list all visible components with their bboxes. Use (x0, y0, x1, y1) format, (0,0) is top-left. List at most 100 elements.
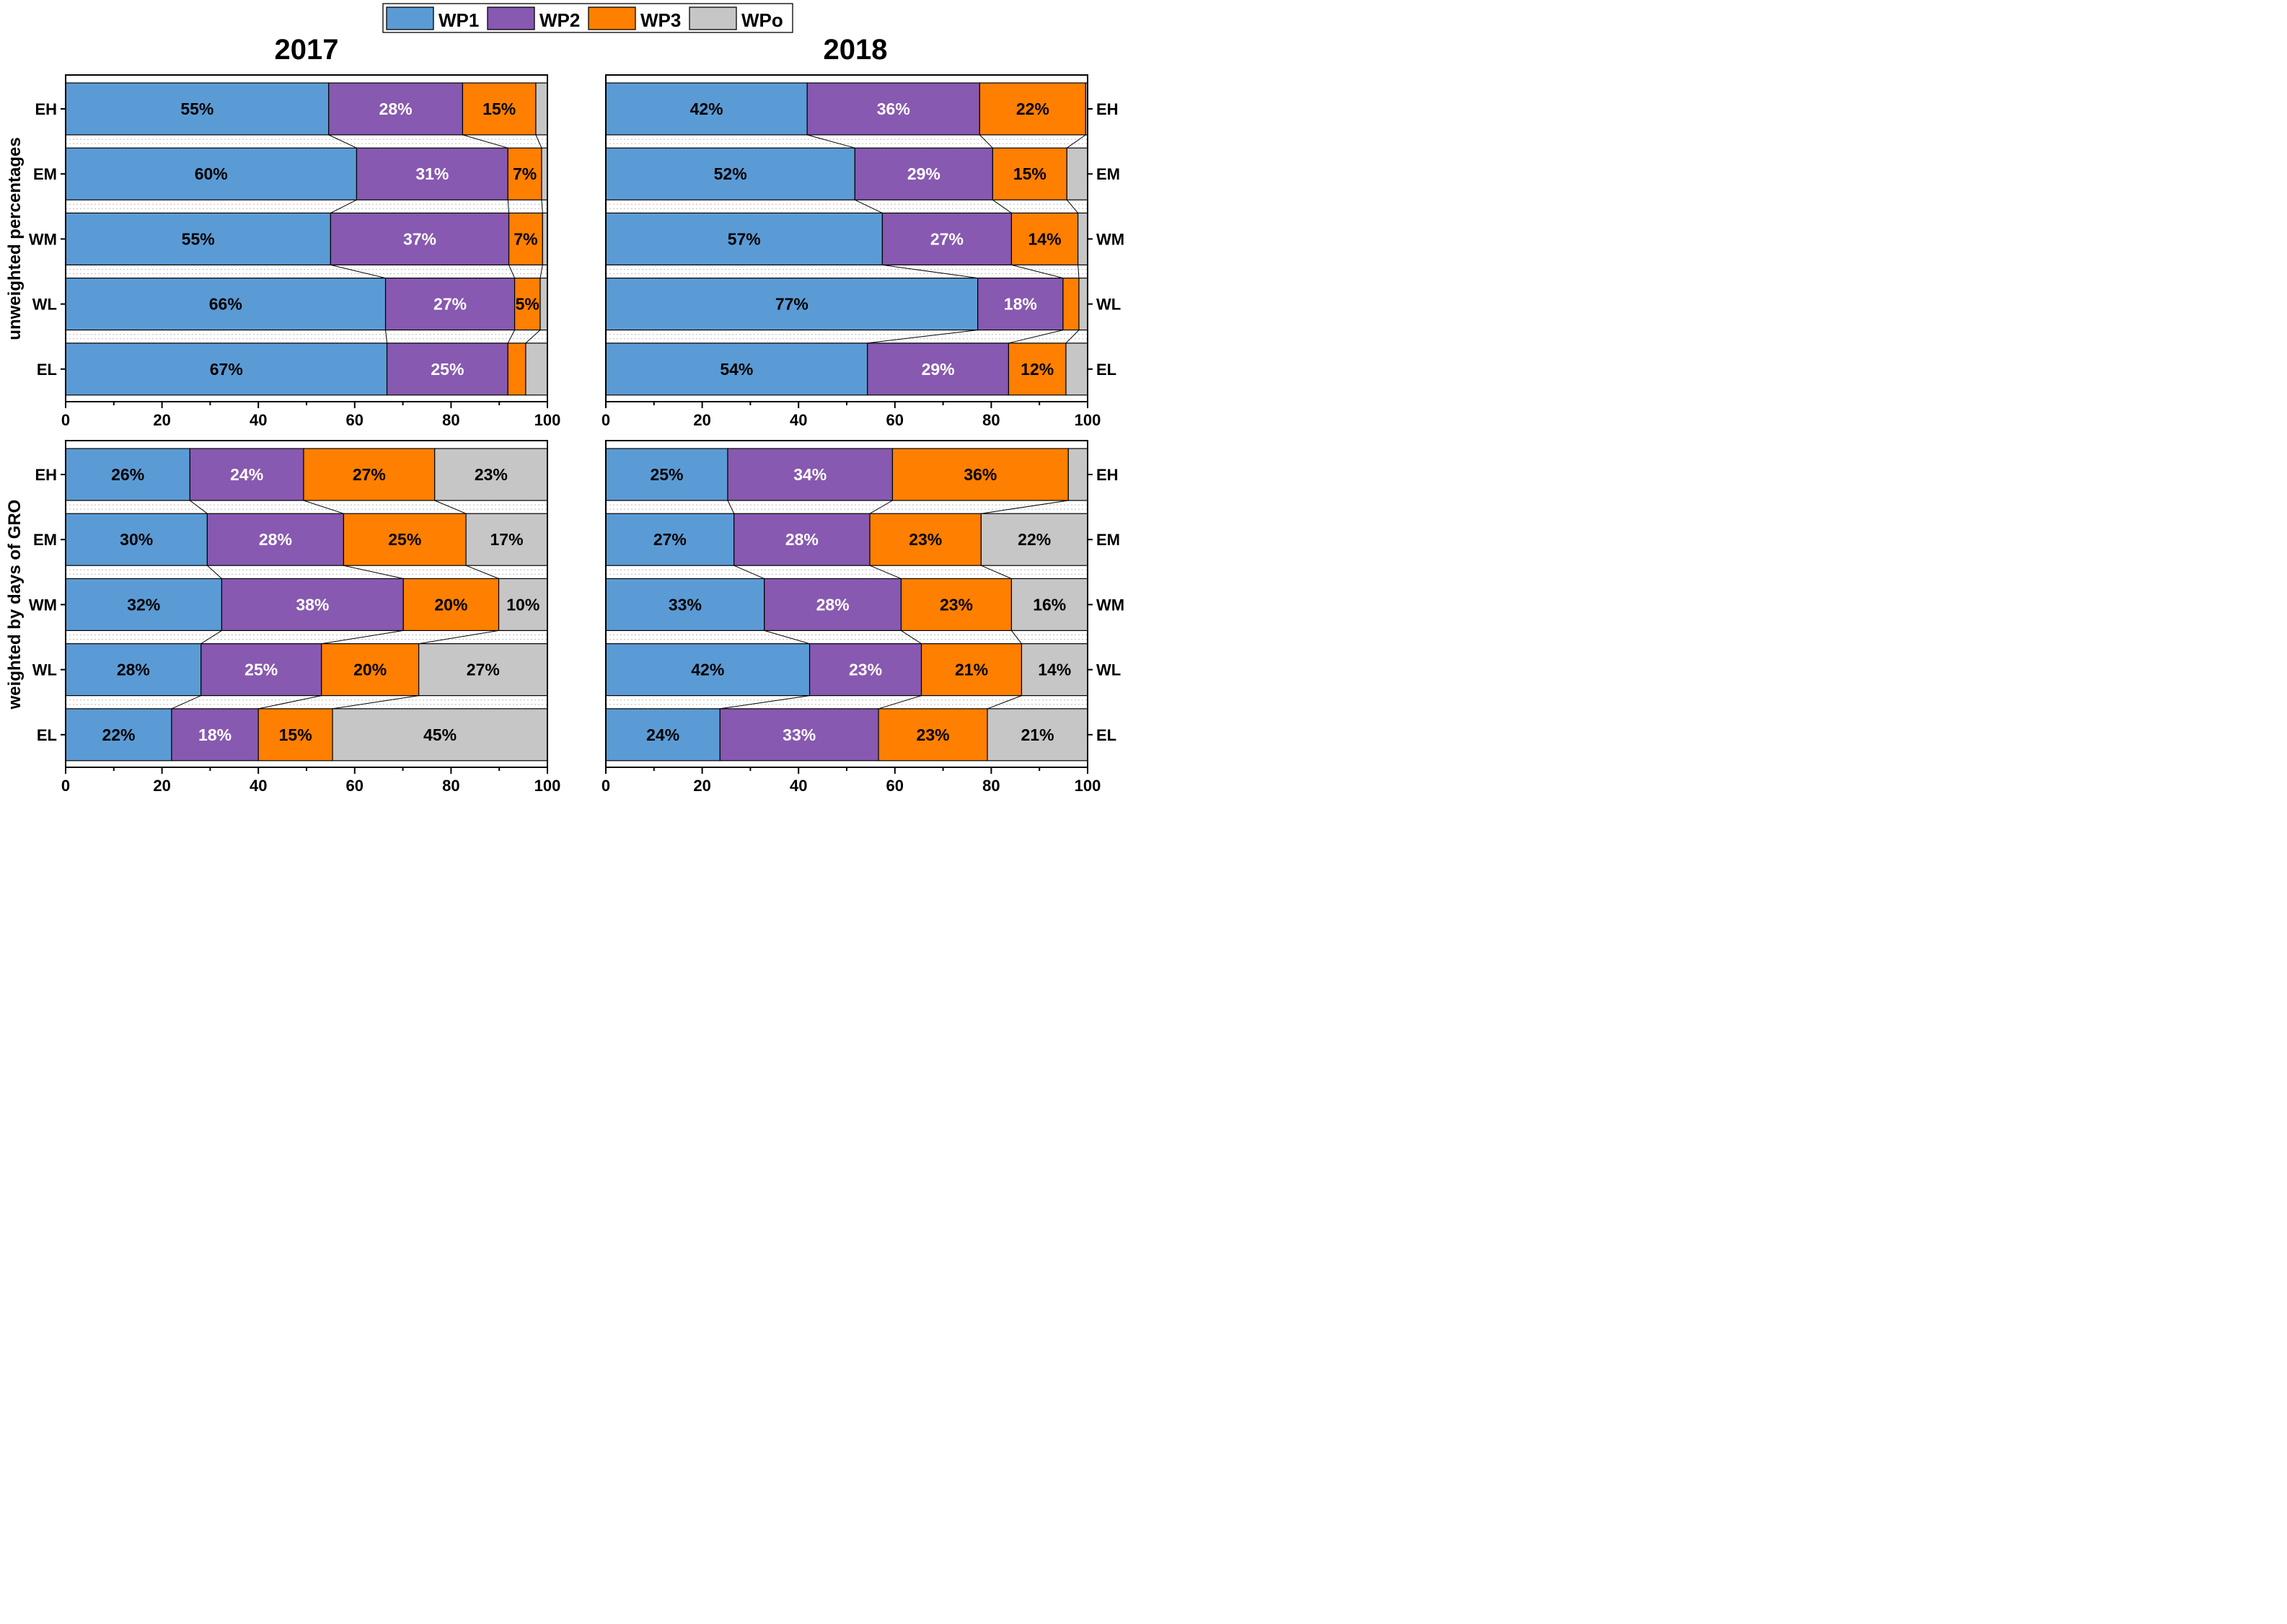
connector-line (434, 500, 467, 514)
bar-wpo-wm (498, 578, 548, 632)
data-label-wp3-em: 23% (909, 530, 942, 549)
data-label-wp1-em: 30% (120, 530, 153, 549)
bar-wp3-el (878, 708, 988, 762)
category-label-wm: WM (29, 596, 57, 614)
legend-label-wpo: WPo (741, 9, 783, 31)
bar-wpo-wl (1021, 643, 1088, 697)
connector-line (882, 264, 978, 279)
data-label-wp2-wm: 27% (930, 229, 964, 248)
connector-line (462, 134, 508, 149)
bar-wp2-em (733, 513, 871, 566)
data-label-wp1-eh: 42% (690, 100, 723, 118)
bar-wp1-wm (605, 578, 765, 632)
x-tick-label: 0 (61, 411, 70, 429)
connector-line (508, 265, 516, 278)
category-label-wl: WL (1096, 296, 1121, 314)
bar-wp1-wl (605, 643, 811, 697)
data-label-wp1-wm: 55% (182, 229, 215, 248)
connector-line (207, 565, 222, 579)
x-tick-label: 20 (693, 411, 710, 429)
x-tick-label: 20 (153, 777, 170, 795)
category-label-eh: EH (35, 100, 57, 118)
bar-wp3-wm (900, 578, 1013, 632)
data-label-wpo-em: 17% (490, 530, 524, 549)
data-label-wp3-wl: 5% (516, 295, 539, 314)
bar-wpo-wm (1078, 212, 1088, 265)
data-label-wp1-wm: 57% (728, 229, 761, 248)
x-tick-label: 60 (886, 411, 904, 429)
legend-label-wp1: WP1 (439, 9, 479, 31)
bar-wp1-el (605, 708, 721, 762)
data-label-wpo-eh: 23% (475, 465, 508, 484)
bar-wp2-el (386, 343, 508, 396)
connector-line (465, 565, 499, 579)
x-tick-label: 80 (982, 777, 1000, 795)
data-label-wp3-wm: 23% (940, 595, 973, 614)
data-label-wp3-wl: 21% (955, 661, 988, 679)
legend-label-wp3: WP3 (640, 9, 681, 31)
x-tick-label: 80 (442, 777, 459, 795)
category-label-eh: EH (1096, 466, 1119, 484)
connector-line (1066, 199, 1079, 213)
connector-line (867, 330, 978, 344)
data-label-wp3-em: 25% (388, 530, 421, 549)
bar-wp3-wm (508, 212, 543, 265)
data-label-wp1-wl: 42% (691, 661, 724, 679)
bar-wp2-wl (201, 643, 322, 697)
row-label-unweighted: unweighted percentages (5, 137, 25, 340)
data-label-wp2-wl: 25% (244, 661, 278, 679)
bar-wp1-eh (65, 82, 330, 136)
connector-line (992, 199, 1012, 213)
connector-line (981, 565, 1012, 579)
data-label-wp2-em: 31% (415, 164, 449, 183)
bar-wp3-eh (979, 82, 1086, 136)
bar-wp1-wl (605, 278, 979, 331)
data-label-wp1-wl: 28% (117, 661, 150, 679)
data-label-wp2-em: 29% (907, 164, 940, 183)
bar-wp1-wm (605, 212, 883, 265)
data-label-wp1-em: 27% (653, 530, 687, 549)
stacked-bar-figure: WP1 WP2 WP3 WPo 2017 2018 unweighted percen… (5, 3, 1124, 795)
connector-line (807, 134, 855, 149)
category-label-wm: WM (1096, 596, 1124, 614)
connector-line (733, 565, 764, 579)
data-label-wp1-el: 22% (102, 725, 135, 744)
data-label-wp2-el: 25% (431, 360, 464, 379)
data-label-wp1-wm: 33% (669, 595, 702, 614)
bar-wp2-wl (977, 278, 1064, 331)
connector-line (979, 134, 993, 149)
x-tick-label: 100 (534, 411, 561, 429)
bar-wp2-em (854, 147, 994, 200)
legend-label-wp2: WP2 (539, 9, 580, 31)
data-label-wp1-em: 52% (714, 164, 747, 183)
bar-wp3-wm (1010, 212, 1079, 265)
data-label-wp2-eh: 24% (230, 465, 263, 484)
data-label-wp3-eh: 22% (1016, 100, 1049, 118)
connector-line (1008, 330, 1064, 344)
category-label-eh: EH (35, 466, 57, 484)
data-label-wpo-wm: 10% (506, 595, 539, 614)
connector-line (981, 500, 1069, 514)
bar-wp3-wl (1062, 278, 1080, 331)
connector-line (418, 630, 499, 645)
bar-wp2-el (867, 343, 1010, 396)
bar-wpo-el (987, 708, 1088, 762)
connector-line (171, 695, 201, 710)
bar-wp3-wl (920, 643, 1023, 697)
x-tick-label: 40 (250, 411, 267, 429)
bar-wp1-em (65, 513, 208, 566)
data-label-wp3-el: 15% (279, 725, 312, 744)
data-label-wp1-wl: 66% (209, 295, 242, 314)
x-tick-label: 20 (153, 411, 170, 429)
x-tick-label: 0 (602, 411, 610, 429)
category-label-eh: EH (1096, 100, 1119, 118)
data-label-wpo-wl: 14% (1038, 661, 1071, 679)
bar-wpo-wm (1010, 578, 1088, 632)
category-label-el: EL (1096, 361, 1116, 379)
connector-line (343, 565, 404, 579)
data-label-wp3-em: 7% (513, 164, 537, 183)
bar-wp3-wm (402, 578, 500, 632)
bar-wp3-em (992, 147, 1067, 200)
bar-wp3-eh (303, 448, 436, 501)
bar-wp3-em (343, 513, 467, 566)
